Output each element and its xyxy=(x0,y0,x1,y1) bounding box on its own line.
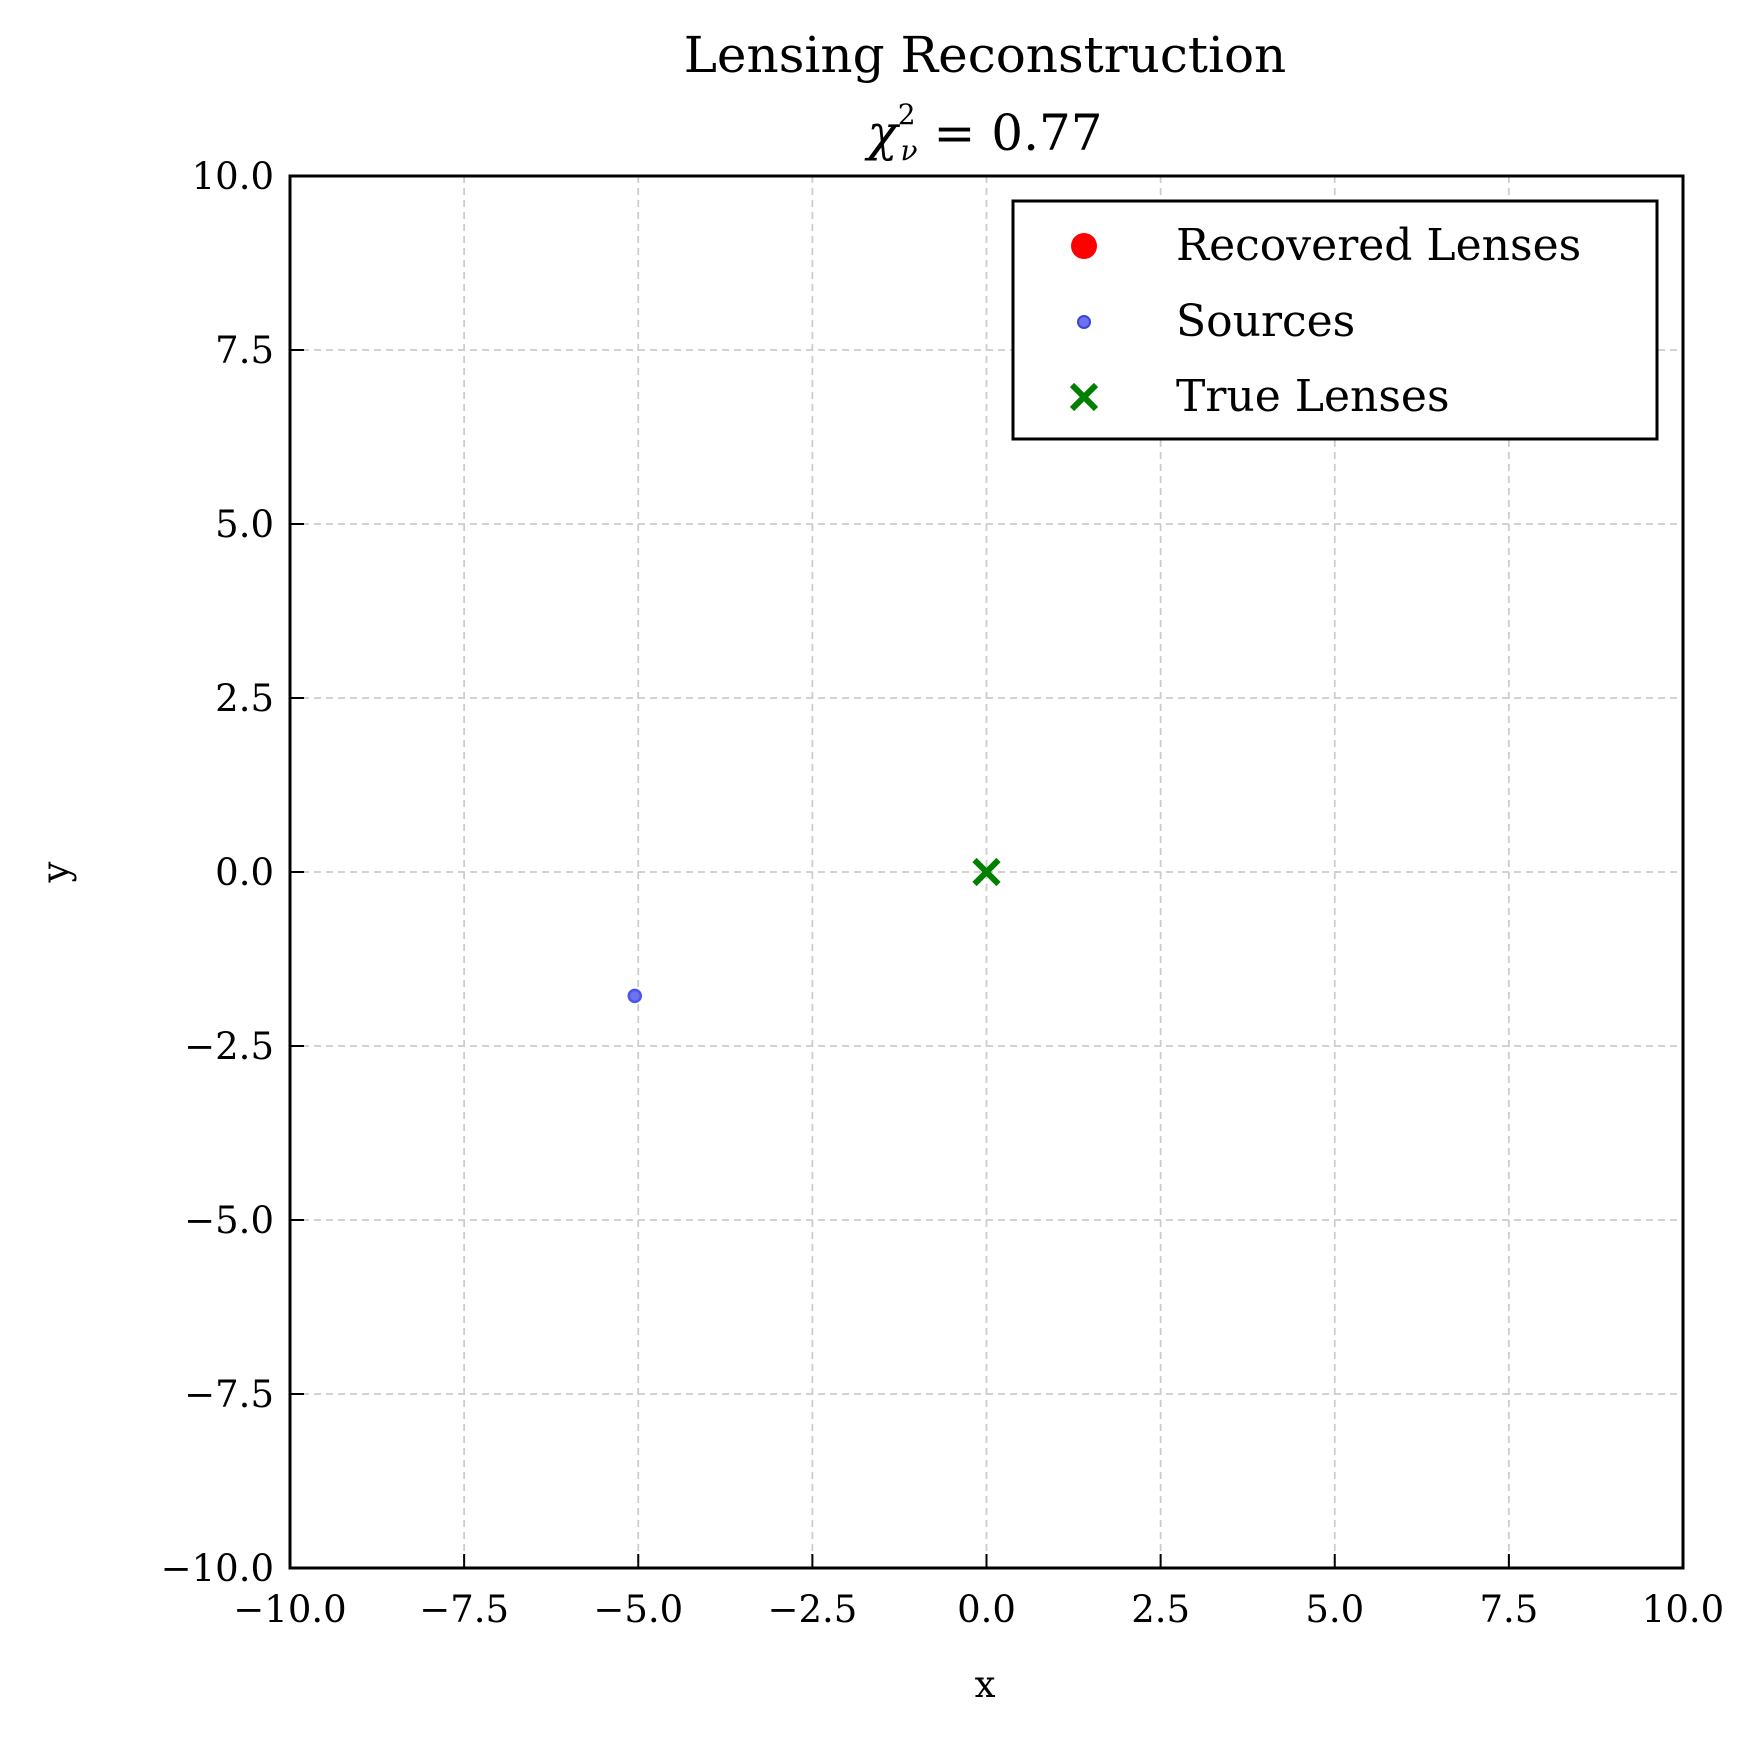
y-tick-label: 5.0 xyxy=(215,503,274,546)
x-tick-label: −5.0 xyxy=(593,1588,683,1631)
plot-frame xyxy=(288,174,1685,1570)
chart-title: Lensing Reconstruction xyxy=(684,26,1287,84)
legend-label-recovered-lenses: Recovered Lenses xyxy=(1176,220,1581,271)
true-lens-stroke xyxy=(972,857,1001,887)
tick-labels: −10.0 −7.5 −5.0 −2.5 0.0 2.5 5.0 7.5 10.0 −10.0 −7… xyxy=(161,155,1725,1631)
legend-box xyxy=(1011,199,1659,441)
x-tick-label: −10.0 xyxy=(233,1588,346,1631)
x-tick-label: 2.5 xyxy=(1131,1588,1190,1631)
subtitle-symbol: χ xyxy=(864,104,900,162)
y-axis-label: y xyxy=(34,861,77,883)
y-tick-label: 2.5 xyxy=(215,677,274,720)
source-point xyxy=(627,988,643,1004)
legend-marker-sources xyxy=(1077,315,1091,329)
legend-label-true-lenses: True Lenses xyxy=(1176,371,1450,422)
data-marks xyxy=(627,857,1001,1004)
subtitle-rest: = 0.77 xyxy=(918,104,1103,162)
x-tick-label: −2.5 xyxy=(767,1588,857,1631)
x-axis-label: x xyxy=(975,1663,996,1706)
legend-label-sources: Sources xyxy=(1176,296,1355,347)
true-lens-point xyxy=(972,857,1001,887)
x-tick-label: 5.0 xyxy=(1305,1588,1364,1631)
x-tick-label: 7.5 xyxy=(1479,1588,1538,1631)
y-tick-label: 0.0 xyxy=(215,851,274,894)
subtitle-superscript: 2 xyxy=(898,98,916,131)
x-tick-label: 0.0 xyxy=(957,1588,1016,1631)
y-tick-label: −10.0 xyxy=(161,1547,274,1590)
subtitle-subscript: ν xyxy=(901,134,918,167)
legend-marker-recovered-lenses xyxy=(1071,233,1097,259)
y-tick-label: −7.5 xyxy=(184,1373,274,1416)
y-tick-label: 7.5 xyxy=(215,329,274,372)
chart-subtitle: χ2 ν = 0.77 xyxy=(864,98,1102,167)
y-tick-label: 10.0 xyxy=(192,155,274,198)
legend-marker-true-lenses xyxy=(1069,382,1099,412)
y-tick-label: −5.0 xyxy=(184,1199,274,1242)
x-tick-label: 10.0 xyxy=(1642,1588,1724,1631)
x-tick-label: −7.5 xyxy=(419,1588,509,1631)
legend: Recovered Lenses Sources True Lenses xyxy=(1011,199,1659,441)
y-tick-label: −2.5 xyxy=(184,1025,274,1068)
